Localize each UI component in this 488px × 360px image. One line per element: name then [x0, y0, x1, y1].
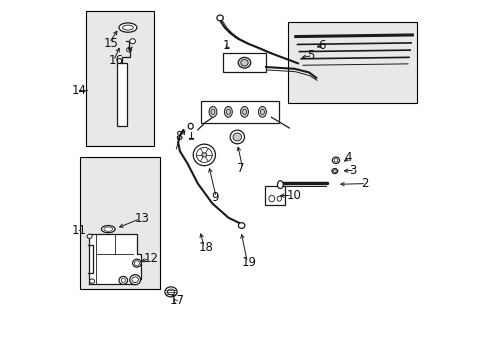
- Polygon shape: [88, 234, 140, 284]
- Ellipse shape: [193, 144, 215, 166]
- Ellipse shape: [89, 279, 94, 283]
- Text: 17: 17: [169, 294, 184, 307]
- Bar: [80, 157, 160, 289]
- Ellipse shape: [277, 181, 283, 189]
- Bar: [201, 101, 278, 123]
- Ellipse shape: [188, 123, 193, 129]
- Ellipse shape: [238, 57, 250, 68]
- Bar: [223, 53, 265, 72]
- Ellipse shape: [332, 157, 339, 163]
- Text: 19: 19: [242, 256, 257, 269]
- Bar: [86, 12, 154, 146]
- Text: 1: 1: [223, 39, 230, 52]
- Ellipse shape: [258, 107, 266, 117]
- Ellipse shape: [208, 107, 217, 117]
- Text: 10: 10: [286, 189, 301, 202]
- Ellipse shape: [331, 168, 337, 174]
- Bar: [117, 63, 126, 126]
- Text: 6: 6: [317, 39, 325, 52]
- Text: 14: 14: [72, 84, 86, 97]
- Text: 11: 11: [72, 224, 86, 237]
- Ellipse shape: [87, 234, 92, 238]
- Text: 15: 15: [104, 36, 119, 50]
- Text: 3: 3: [349, 164, 356, 177]
- Ellipse shape: [238, 223, 244, 228]
- Ellipse shape: [119, 276, 127, 284]
- Text: 13: 13: [135, 212, 149, 225]
- Text: 16: 16: [108, 54, 123, 67]
- Ellipse shape: [233, 133, 241, 141]
- Ellipse shape: [230, 130, 244, 144]
- Ellipse shape: [224, 107, 232, 117]
- Text: 7: 7: [237, 162, 244, 175]
- Ellipse shape: [240, 107, 248, 117]
- Text: 18: 18: [199, 240, 213, 253]
- Bar: [287, 22, 416, 103]
- Text: 12: 12: [144, 252, 159, 265]
- Text: 9: 9: [210, 191, 218, 204]
- Ellipse shape: [101, 226, 115, 233]
- Ellipse shape: [129, 39, 135, 44]
- Text: 2: 2: [360, 177, 367, 190]
- Ellipse shape: [217, 15, 223, 21]
- Ellipse shape: [164, 287, 177, 297]
- Ellipse shape: [129, 275, 140, 285]
- Ellipse shape: [202, 153, 206, 157]
- Text: 5: 5: [306, 49, 314, 62]
- Text: 8: 8: [175, 130, 183, 143]
- Bar: [265, 186, 285, 205]
- Ellipse shape: [119, 23, 137, 32]
- Ellipse shape: [132, 259, 141, 267]
- Text: 4: 4: [344, 151, 351, 164]
